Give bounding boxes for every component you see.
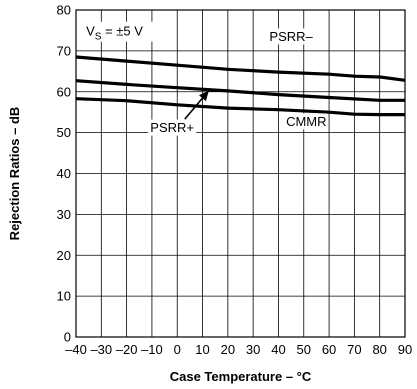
x-tick-label: 60 bbox=[322, 342, 336, 357]
y-tick-label: 50 bbox=[57, 125, 71, 140]
y-tick-label: 20 bbox=[57, 248, 71, 263]
condition-label-rest: = ±5 V bbox=[101, 24, 143, 39]
series-line-psrr bbox=[75, 79, 405, 102]
series-line-cmmr bbox=[75, 97, 405, 117]
x-axis: –40 –30 –20 –10 0 10 20 30 40 50 60 70 80 90 bbox=[65, 342, 412, 357]
series-label-psrr-minus-bg bbox=[267, 28, 316, 45]
condition-label: VS = ±5 V bbox=[86, 24, 143, 43]
y-tick-label: 80 bbox=[57, 3, 71, 18]
y-tick-label: 10 bbox=[57, 289, 71, 304]
x-tick-label: 0 bbox=[174, 342, 181, 357]
y-tick-label: 60 bbox=[57, 84, 71, 99]
x-tick-label: 40 bbox=[271, 342, 285, 357]
x-tick-label: 10 bbox=[195, 342, 209, 357]
series-label-psrr-minus: PSRR– bbox=[269, 29, 313, 44]
x-tick-label: –10 bbox=[141, 342, 163, 357]
x-tick-label: –20 bbox=[116, 342, 138, 357]
y-tick-label: 70 bbox=[57, 43, 71, 58]
condition-label-sub: S bbox=[95, 32, 102, 43]
x-axis-label: Case Temperature – °C bbox=[170, 369, 312, 384]
psrr-plus-arrowhead bbox=[198, 90, 209, 102]
series-line-psrr bbox=[75, 55, 406, 82]
x-tick-label: 70 bbox=[347, 342, 361, 357]
y-tick-label: 0 bbox=[64, 330, 71, 345]
x-tick-label: 20 bbox=[221, 342, 235, 357]
series-label-cmmr: CMMR bbox=[286, 114, 326, 129]
series-label-psrr-plus-bg bbox=[148, 119, 197, 136]
annotations: PSRR– CMMR PSRR+ bbox=[148, 28, 327, 136]
condition-label-bg bbox=[82, 21, 169, 42]
x-tick-label: 50 bbox=[297, 342, 311, 357]
condition-label-main: V bbox=[86, 24, 95, 39]
x-tick-label: –30 bbox=[90, 342, 112, 357]
x-tick-label: 80 bbox=[372, 342, 386, 357]
grid bbox=[75, 9, 406, 338]
series-lines bbox=[75, 55, 406, 117]
series-label-cmmr-bg bbox=[286, 113, 327, 130]
y-tick-label: 40 bbox=[57, 166, 71, 181]
plot-frame bbox=[75, 9, 406, 338]
y-axis: 0 10 20 30 40 50 60 70 80 bbox=[57, 3, 71, 345]
x-tick-label: –40 bbox=[65, 342, 87, 357]
series-label-psrr-plus: PSRR+ bbox=[150, 120, 194, 135]
x-tick-label: 90 bbox=[398, 342, 412, 357]
x-tick-label: 30 bbox=[246, 342, 260, 357]
y-axis-label: Rejection Ratios – dB bbox=[7, 107, 22, 241]
y-tick-label: 30 bbox=[57, 207, 71, 222]
